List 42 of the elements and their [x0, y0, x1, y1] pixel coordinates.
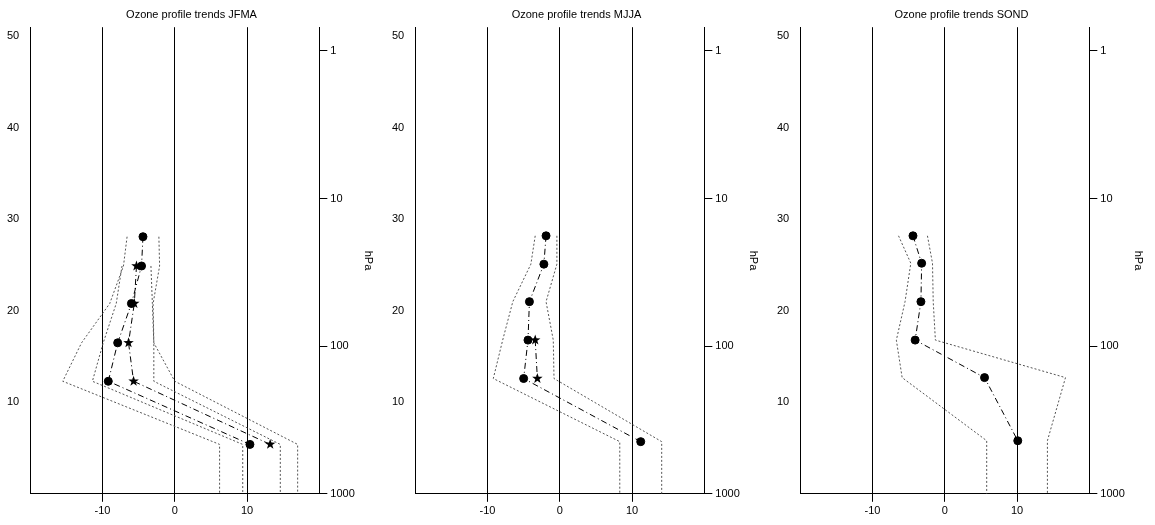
y2-tick-label: 100	[715, 339, 734, 352]
y2-tick-label: 10	[1100, 191, 1113, 204]
y-tick-label: 30	[6, 212, 20, 225]
y2-tick-label: 1000	[1100, 486, 1125, 499]
y-tick-label: 30	[391, 212, 405, 225]
y-tick-label: 50	[776, 29, 790, 42]
chart-title: Ozone profile trends JFMA	[126, 7, 258, 20]
y-tick-label: 40	[776, 120, 790, 133]
y-tick-label: 20	[776, 303, 790, 316]
y-tick-label: 10	[776, 395, 790, 408]
y2-tick-label: 1	[330, 44, 337, 57]
x-tick-label: -10	[864, 504, 881, 517]
y2-axis-title: hPa	[1133, 250, 1146, 272]
y2-tick-label: 10	[715, 191, 728, 204]
y2-tick-label: 10	[330, 191, 343, 204]
x-tick-label: 10	[240, 504, 254, 517]
y-tick-label: 20	[6, 303, 20, 316]
x-tick-label: 10	[625, 504, 639, 517]
y2-tick-label: 1000	[330, 486, 355, 499]
y-tick-label: 40	[391, 120, 405, 133]
y2-tick-label: 1000	[715, 486, 740, 499]
y-tick-label: 10	[6, 395, 20, 408]
y2-axis-title: hPa	[363, 250, 376, 272]
x-tick-label: 10	[1010, 504, 1024, 517]
y-tick-label: 30	[776, 212, 790, 225]
y2-tick-label: 100	[330, 339, 349, 352]
x-tick-label: -10	[94, 504, 111, 517]
x-tick-label: 0	[941, 504, 948, 517]
y-tick-label: 10	[391, 395, 405, 408]
y2-axis-title: hPa	[748, 250, 761, 272]
y2-tick-label: 1	[715, 44, 722, 57]
chart-title: Ozone profile trends MJJA	[511, 7, 642, 20]
y-tick-label: 40	[6, 120, 20, 133]
y2-tick-label: 1	[1100, 44, 1107, 57]
y-tick-label: 20	[391, 303, 405, 316]
y-tick-label: 50	[391, 29, 405, 42]
x-tick-label: -10	[479, 504, 496, 517]
x-tick-label: 0	[556, 504, 563, 517]
y2-tick-label: 100	[1100, 339, 1119, 352]
chart-title: Ozone profile trends SOND	[894, 7, 1029, 20]
y-tick-label: 50	[6, 29, 20, 42]
x-tick-label: 0	[171, 504, 178, 517]
